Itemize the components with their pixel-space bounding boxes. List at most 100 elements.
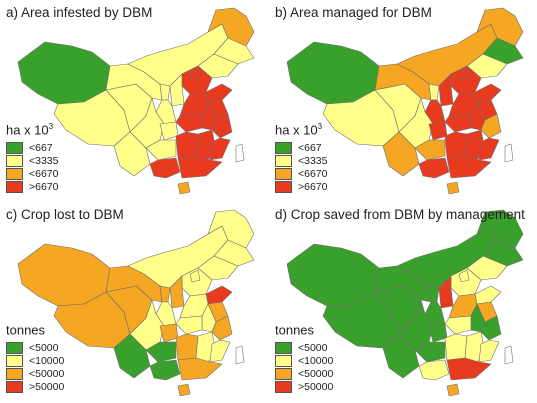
province-ningxia [159, 83, 171, 101]
legend-unit: ha x 103 [275, 122, 323, 138]
china-province-map [17, 7, 255, 195]
province-fujian [209, 339, 231, 363]
legend-item: <6670 [6, 167, 59, 180]
province-taiwan [504, 345, 514, 365]
province-shandong [205, 83, 233, 103]
legend-item: <50000 [6, 367, 64, 380]
province-xinjiang [17, 243, 111, 307]
province-chongqing [428, 121, 448, 141]
legend-item: >6670 [275, 180, 328, 193]
province-guizhou [145, 341, 177, 363]
panel-title: b) Area managed for DBM [275, 5, 432, 20]
province-guangdong [177, 357, 223, 381]
province-shanxi [169, 73, 185, 107]
province-heilongjiang [207, 209, 255, 249]
province-guangdong [446, 357, 492, 381]
province-hubei [175, 315, 203, 335]
province-guizhou [414, 341, 446, 363]
legend-swatch [6, 354, 23, 367]
province-shandong [474, 83, 502, 103]
legend-swatch [275, 367, 292, 380]
legend-item: <10000 [275, 354, 333, 367]
province-beijing [189, 67, 201, 81]
province-fujian [478, 137, 500, 161]
province-guangdong [446, 155, 492, 179]
legend-swatch [275, 167, 292, 180]
china-province-map [17, 209, 255, 397]
legend-item: <5000 [6, 341, 64, 354]
legend-swatch [6, 367, 23, 380]
province-hainan [177, 181, 191, 195]
province-heilongjiang [476, 209, 524, 249]
province-hunan [444, 333, 468, 361]
province-shanxi [169, 275, 185, 309]
province-beijing [458, 67, 470, 81]
province-hunan [444, 131, 468, 159]
province-beijing [189, 269, 201, 283]
province-ningxia [428, 285, 440, 303]
map-panel-b: b) Area managed for DBM ha x 103 <667 <3… [269, 0, 537, 201]
china-province-map [286, 209, 524, 397]
province-shandong [205, 285, 233, 305]
province-hainan [446, 383, 460, 397]
legend-item: <5000 [275, 341, 333, 354]
map-legend: tonnes <5000 <10000 <50000 >50000 [6, 322, 64, 393]
province-heilongjiang [207, 7, 255, 47]
province-hunan [175, 333, 199, 361]
province-xinjiang [286, 41, 380, 105]
map-legend: ha x 103 <667 <3335 <6670 >6670 [275, 122, 328, 193]
province-chongqing [159, 323, 179, 343]
map-panel-c: c) Crop lost to DBM tonnes <5000 <10000 … [0, 202, 268, 403]
legend-swatch [275, 180, 292, 193]
province-guangdong [177, 155, 223, 179]
province-guizhou [414, 139, 446, 161]
panel-title: d) Crop saved from DBM by management [275, 207, 525, 222]
map-legend: ha x 103 <667 <3335 <6670 >6670 [6, 122, 59, 193]
legend-item: <50000 [275, 367, 333, 380]
map-legend: tonnes <5000 <10000 <50000 >50000 [275, 322, 333, 393]
legend-item: >50000 [275, 380, 333, 393]
legend-item: >50000 [6, 380, 64, 393]
legend-swatch [275, 154, 292, 167]
legend-swatch [275, 141, 292, 154]
province-xinjiang [286, 243, 380, 307]
province-taiwan [235, 345, 245, 365]
legend-swatch [6, 341, 23, 354]
legend-item: <667 [275, 141, 328, 154]
legend-swatch [6, 380, 23, 393]
legend-swatch [6, 180, 23, 193]
province-guangxi [418, 157, 450, 179]
province-hubei [444, 113, 472, 133]
legend-swatch [275, 380, 292, 393]
province-shanxi [438, 275, 454, 309]
china-province-map [286, 7, 524, 195]
legend-item: <3335 [6, 154, 59, 167]
province-zhejiang [480, 315, 502, 341]
legend-swatch [275, 354, 292, 367]
province-chongqing [428, 323, 448, 343]
province-guangxi [149, 359, 181, 381]
province-hunan [175, 131, 199, 159]
map-panel-d: d) Crop saved from DBM by management ton… [269, 202, 537, 403]
legend-swatch [275, 341, 292, 354]
legend-unit: tonnes [6, 322, 46, 338]
province-hainan [446, 181, 460, 195]
legend-item: <3335 [275, 154, 328, 167]
province-guizhou [145, 139, 177, 161]
province-hubei [175, 113, 203, 133]
legend-item: <6670 [275, 167, 328, 180]
map-panel-a: a) Area infested by DBM ha x 103 <667 <3… [0, 0, 268, 201]
province-taiwan [504, 143, 514, 163]
province-hainan [177, 383, 191, 397]
legend-swatch [6, 154, 23, 167]
province-ningxia [159, 285, 171, 303]
province-fujian [478, 339, 500, 363]
legend-item: >6670 [6, 180, 59, 193]
legend-swatch [6, 141, 23, 154]
legend-item: <667 [6, 141, 59, 154]
panel-title: a) Area infested by DBM [6, 5, 153, 20]
legend-unit: tonnes [275, 322, 315, 338]
province-zhejiang [211, 113, 233, 139]
province-guangxi [418, 359, 450, 381]
province-zhejiang [480, 113, 502, 139]
